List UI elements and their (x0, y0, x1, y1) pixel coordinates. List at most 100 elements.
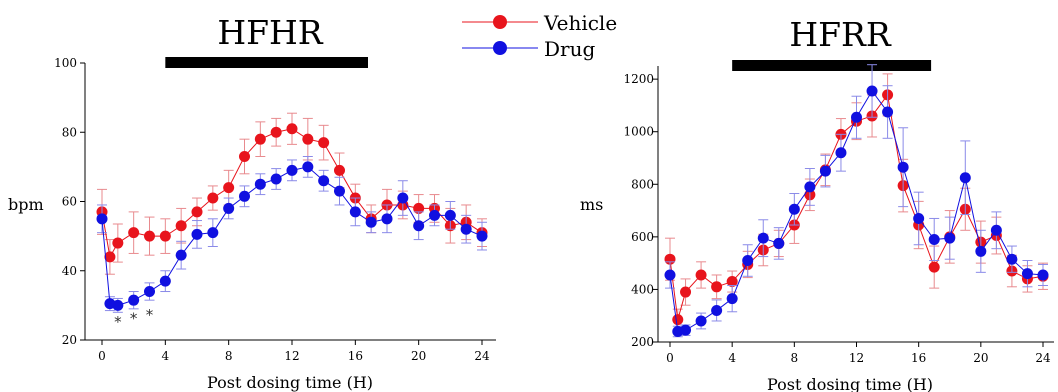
x-tick-label: 16 (348, 349, 363, 363)
dosing-period-bar (165, 57, 368, 68)
data-point-vehicle (191, 206, 203, 218)
data-point-drug (711, 304, 723, 316)
data-point-drug (1037, 269, 1049, 281)
data-point-drug (429, 209, 440, 221)
data-point-vehicle (223, 182, 235, 194)
data-point-drug (804, 181, 816, 193)
legend: Vehicle Drug (462, 11, 617, 61)
y-tick-label: 1000 (623, 125, 654, 139)
data-point-drug (270, 173, 282, 185)
data-point-vehicle (144, 230, 155, 242)
data-point-vehicle (680, 286, 692, 298)
x-axis-label: Post dosing time (H) (207, 373, 373, 392)
data-point-drug (928, 233, 940, 245)
y-tick-label: 20 (62, 333, 77, 347)
data-point-drug (664, 269, 676, 281)
data-point-drug (286, 164, 298, 176)
chart-title: HFHR (217, 13, 323, 52)
data-point-drug (175, 249, 187, 261)
y-ticks: 20 40 60 80 100 (54, 56, 85, 347)
data-point-drug (334, 185, 345, 197)
data-point-drug (1006, 253, 1018, 265)
data-point-drug (144, 286, 155, 298)
data-point-vehicle (695, 269, 707, 281)
data-point-vehicle (159, 230, 171, 242)
data-point-drug (757, 232, 769, 244)
significance-annotation: * (146, 306, 154, 324)
series-drug (96, 155, 488, 313)
x-tick-label: 20 (973, 351, 988, 365)
data-point-drug (882, 106, 894, 118)
x-tick-label: 4 (728, 351, 736, 365)
chart-title: HFRR (789, 15, 892, 54)
significance-annotation: * (130, 309, 138, 327)
chart-hfrr: HFRR ms Post dosing time (H) 0 4 8 12 16 20 24… (580, 15, 1054, 392)
data-point-vehicle (711, 281, 723, 293)
data-point-vehicle (239, 150, 250, 162)
data-point-vehicle (286, 123, 298, 135)
y-tick-label: 200 (631, 335, 654, 349)
x-tick-label: 8 (225, 349, 233, 363)
data-point-drug (1021, 268, 1033, 280)
data-point-drug (990, 224, 1002, 236)
series-vehicle (96, 112, 488, 275)
x-tick-label: 8 (791, 351, 799, 365)
data-point-drug (742, 255, 754, 267)
data-point-vehicle (270, 126, 282, 138)
data-point-drug (959, 172, 971, 184)
x-tick-label: 12 (284, 349, 299, 363)
series-layer (664, 64, 1049, 338)
legend-entry-drug: Drug (462, 37, 595, 61)
data-point-vehicle (334, 164, 345, 176)
series-line-vehicle (101, 128, 483, 259)
data-point-vehicle (128, 227, 140, 239)
y-tick-label: 400 (631, 282, 654, 296)
y-tick-label: 80 (62, 125, 77, 139)
y-axis-label: bpm (8, 195, 44, 214)
x-tick-label: 12 (849, 351, 864, 365)
data-point-vehicle (104, 251, 116, 263)
legend-label-vehicle: Vehicle (543, 11, 617, 35)
data-point-drug (128, 294, 140, 306)
data-point-drug (239, 190, 250, 202)
x-tick-label: 16 (911, 351, 926, 365)
legend-label-drug: Drug (544, 37, 595, 61)
data-point-drug (207, 227, 219, 239)
data-point-drug (460, 223, 472, 235)
data-point-drug (913, 212, 925, 224)
data-point-drug (835, 147, 847, 159)
data-point-drug (944, 232, 956, 244)
data-point-drug (866, 85, 878, 97)
data-point-drug (897, 161, 909, 173)
y-tick-label: 1200 (623, 72, 654, 86)
data-point-drug (476, 230, 488, 242)
data-point-drug (302, 161, 314, 173)
y-ticks: 200 400 600 800 1000 1200 (623, 72, 658, 349)
series-layer (96, 112, 488, 313)
data-point-drug (680, 324, 692, 336)
data-point-vehicle (726, 276, 738, 288)
x-ticks: 0 4 8 12 16 20 24 (98, 340, 490, 363)
annotations: * * * (114, 306, 154, 331)
data-point-drug (254, 178, 266, 190)
series-drug (664, 64, 1049, 338)
dosing-period-bar (732, 60, 932, 71)
data-point-drug (365, 216, 377, 228)
x-axis-label: Post dosing time (H) (767, 375, 933, 392)
y-tick-label: 60 (62, 195, 77, 209)
data-point-drug (975, 245, 987, 257)
data-point-drug (819, 165, 831, 177)
data-point-drug (191, 228, 203, 240)
data-point-vehicle (302, 133, 314, 145)
data-point-vehicle (175, 220, 187, 232)
data-point-drug (788, 203, 800, 215)
data-point-drug (773, 237, 785, 249)
x-tick-label: 24 (1035, 351, 1051, 365)
legend-entry-vehicle: Vehicle (462, 11, 617, 35)
x-tick-label: 20 (411, 349, 426, 363)
data-point-drug (223, 202, 235, 214)
data-point-vehicle (928, 261, 940, 273)
x-tick-label: 0 (98, 349, 106, 363)
legend-marker-drug (493, 41, 507, 55)
y-tick-label: 600 (631, 230, 654, 244)
